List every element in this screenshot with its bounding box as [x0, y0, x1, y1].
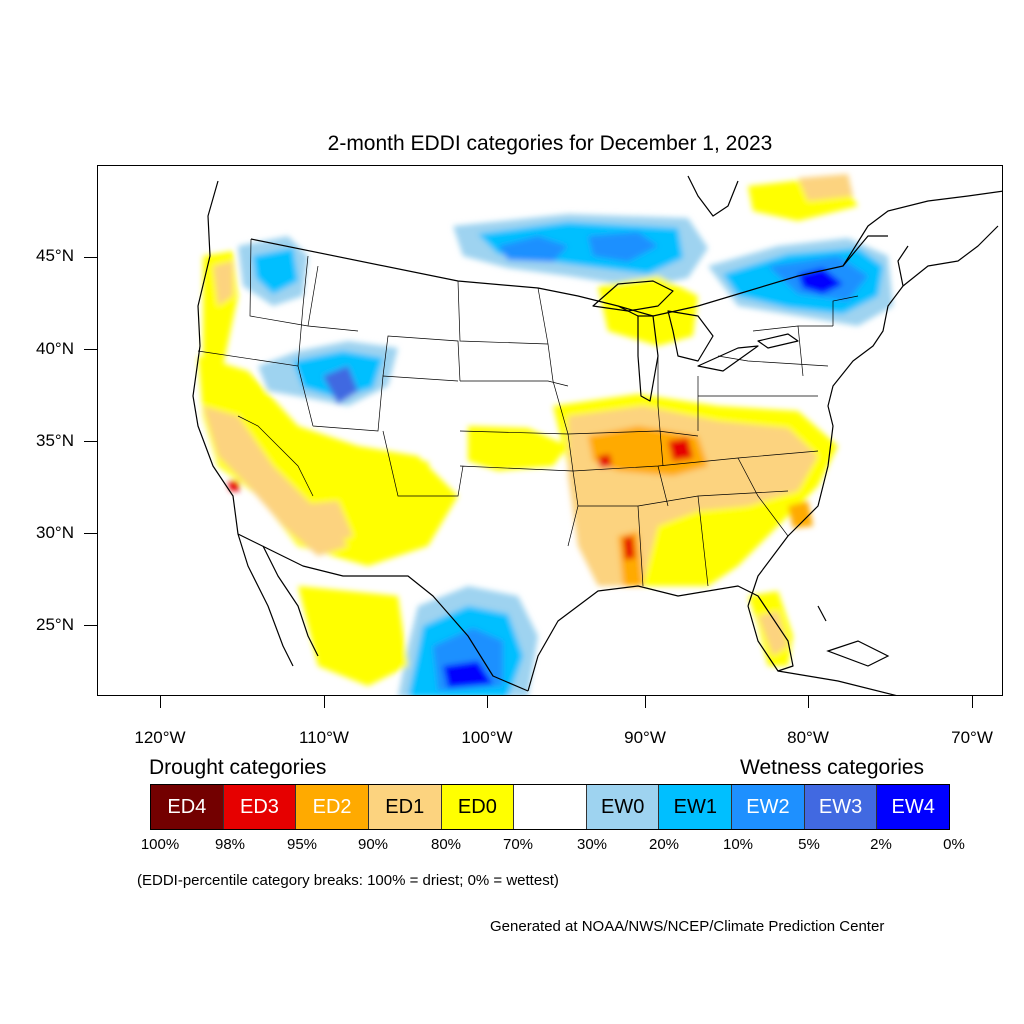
- us-canada-border: [250, 235, 888, 317]
- lon-label-90: 90°W: [624, 728, 666, 747]
- lat-tick: [84, 533, 97, 534]
- cuba-island: [777, 670, 897, 695]
- wet-region-great-basin-ew3: [323, 366, 358, 404]
- legend-box-ed0: ED0: [441, 785, 515, 829]
- map-frame: [97, 165, 1003, 696]
- dry-region-tennessee-ed2: [588, 426, 708, 476]
- state-lines-west: [197, 238, 461, 497]
- category-breaks-note: (EDDI-percentile category breaks: 100% =…: [137, 872, 559, 889]
- lat-label-45: 45°N: [36, 246, 74, 265]
- lake-superior: [592, 280, 674, 312]
- percentile-break-label: 80%: [430, 836, 462, 853]
- wet-region-north-plains-ew2: [498, 232, 658, 262]
- lon-tick: [645, 696, 646, 708]
- percentile-break-label: 20%: [648, 836, 680, 853]
- dry-region-mexico-ed0: [298, 586, 408, 686]
- lat-label-40: 40°N: [36, 339, 74, 358]
- lat-label-30: 30°N: [36, 523, 74, 542]
- dry-region-ed3-mississippi: [623, 536, 635, 560]
- us-mexico-border: [237, 533, 529, 692]
- dry-region-carolina-ed2: [788, 501, 813, 528]
- dry-region-great-lakes-ed0: [598, 276, 698, 346]
- legend-bar: ED4 ED3 ED2 ED1 ED0 EW0 EW1 EW2 EW3 EW4: [150, 784, 950, 830]
- dry-region-new-mexico-ed0: [368, 461, 438, 526]
- lake-michigan: [637, 315, 659, 402]
- drought-categories-heading: Drought categories: [149, 756, 327, 779]
- lon-tick: [487, 696, 488, 708]
- nova-scotia-coast: [902, 225, 999, 287]
- wet-region-south-texas-ew4: [443, 661, 493, 688]
- percentile-break-label: 30%: [576, 836, 608, 853]
- dry-region-quebec-ed1: [798, 174, 853, 201]
- lake-ontario: [757, 333, 799, 349]
- legend-box-neutral: [514, 785, 587, 829]
- dry-region-oregon-coast-ed1: [213, 261, 233, 306]
- legend-box-ew3: EW3: [804, 785, 878, 829]
- legend-box-ew1: EW1: [659, 785, 733, 829]
- percentile-break-label: 10%: [722, 836, 754, 853]
- caribbean-island: [826, 640, 890, 667]
- legend-box-ew4: EW4: [877, 785, 950, 829]
- lon-tick: [160, 696, 161, 708]
- percentile-break-label: 100%: [140, 836, 180, 853]
- lon-label-120: 120°W: [134, 728, 186, 747]
- lon-tick: [324, 696, 325, 708]
- percentile-break-label: 98%: [214, 836, 246, 853]
- wetness-categories-heading: Wetness categories: [740, 756, 925, 779]
- lake-huron: [667, 310, 714, 362]
- lon-tick: [972, 696, 973, 708]
- lon-label-70: 70°W: [951, 728, 993, 747]
- lat-label-35: 35°N: [36, 431, 74, 450]
- east-coast: [747, 245, 909, 607]
- lon-label-110: 110°W: [299, 728, 349, 747]
- credit-line: Generated at NOAA/NWS/NCEP/Climate Predi…: [490, 918, 885, 935]
- state-lines-east: [567, 295, 859, 587]
- percentile-break-label: 2%: [870, 836, 892, 853]
- percentile-break-label: 95%: [286, 836, 318, 853]
- lat-tick: [84, 257, 97, 258]
- wet-region-pacific-nw-core: [253, 248, 298, 294]
- gulf-coast: [527, 585, 794, 692]
- dry-region-ed3-kentucky: [668, 438, 693, 461]
- james-bay-coast: [687, 175, 739, 217]
- lat-tick: [84, 349, 97, 350]
- legend-box-ed4: ED4: [151, 785, 224, 829]
- dry-region-ed3-missouri: [598, 454, 612, 468]
- lon-label-80: 80°W: [787, 728, 829, 747]
- lake-erie: [697, 345, 759, 372]
- lat-tick: [84, 441, 97, 442]
- legend-box-ew2: EW2: [732, 785, 805, 829]
- legend-box-ed1: ED1: [368, 785, 442, 829]
- west-coast: [192, 180, 294, 667]
- lon-label-100: 100°W: [461, 728, 513, 747]
- percentile-break-label: 70%: [502, 836, 534, 853]
- legend-box-ed3: ED3: [223, 785, 297, 829]
- percentile-break-label: 90%: [357, 836, 389, 853]
- wet-region-northeast-ew4: [798, 268, 843, 294]
- lon-tick: [808, 696, 809, 708]
- st-lawrence-coast: [842, 190, 1002, 267]
- dry-region-kansas-ed0: [468, 426, 568, 471]
- dry-region-california-ed3: [228, 481, 240, 491]
- eddi-map: [192, 174, 1002, 695]
- lat-tick: [84, 625, 97, 626]
- map-title: 2-month EDDI categories for December 1, …: [327, 132, 773, 155]
- legend-box-ed2: ED2: [296, 785, 369, 829]
- percentile-break-label: 5%: [798, 836, 820, 853]
- gulf-of-california-coast: [262, 545, 319, 657]
- percentile-break-label: 0%: [943, 836, 965, 853]
- lat-label-25: 25°N: [36, 615, 74, 634]
- state-lines-central: [382, 280, 579, 547]
- dry-region-arizona-ed1: [288, 501, 353, 546]
- legend-box-ew0: EW0: [586, 785, 660, 829]
- dry-region-florida-ed1: [758, 611, 788, 656]
- bahamas-island: [817, 605, 827, 622]
